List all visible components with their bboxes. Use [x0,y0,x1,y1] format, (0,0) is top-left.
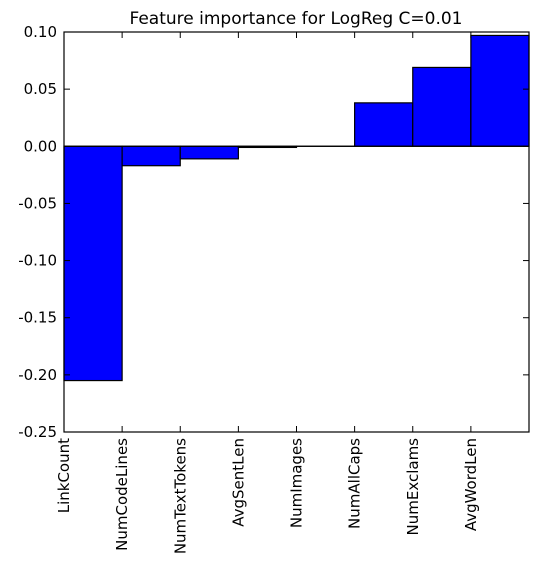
bar-numtexttokens [179,145,239,160]
x-tick-label: NumAllCaps [346,438,364,529]
y-tick-label: 0.00 [24,137,57,155]
y-tick-label: -0.15 [18,309,57,327]
x-tick-label: NumExclams [404,438,422,536]
x-tick-label: NumCodeLines [113,438,131,551]
bar-linkcount [63,145,123,382]
x-tick-label: NumImages [288,438,306,528]
y-tick-label: 0.05 [24,80,57,98]
bar-avgwordlen [470,34,530,147]
chart-title: Feature importance for LogReg C=0.01 [130,9,463,29]
x-tick-label: AvgWordLen [462,438,480,531]
y-tick-label: -0.10 [18,252,57,270]
bar-numallcaps [354,102,414,147]
y-tick-label: -0.25 [18,423,57,441]
x-tick-label: LinkCount [55,438,73,513]
y-tick-label: 0.10 [24,23,57,41]
bar-numexclams [412,66,472,147]
x-tick-label: AvgSentLen [229,438,247,527]
y-tick-labels: 0.10 0.05 0.00 -0.05 -0.10 -0.15 -0.20 -0.25 [18,23,57,441]
x-tick-label: NumTextTokens [171,438,189,554]
axis-ticks [63,31,529,433]
x-tick-labels: LinkCount NumCodeLines NumTextTokens AvgSen… [55,438,480,554]
y-tick-label: -0.05 [18,194,57,212]
bar-numcodelines [121,145,181,167]
bars-group [63,34,530,382]
y-tick-label: -0.20 [18,366,57,384]
